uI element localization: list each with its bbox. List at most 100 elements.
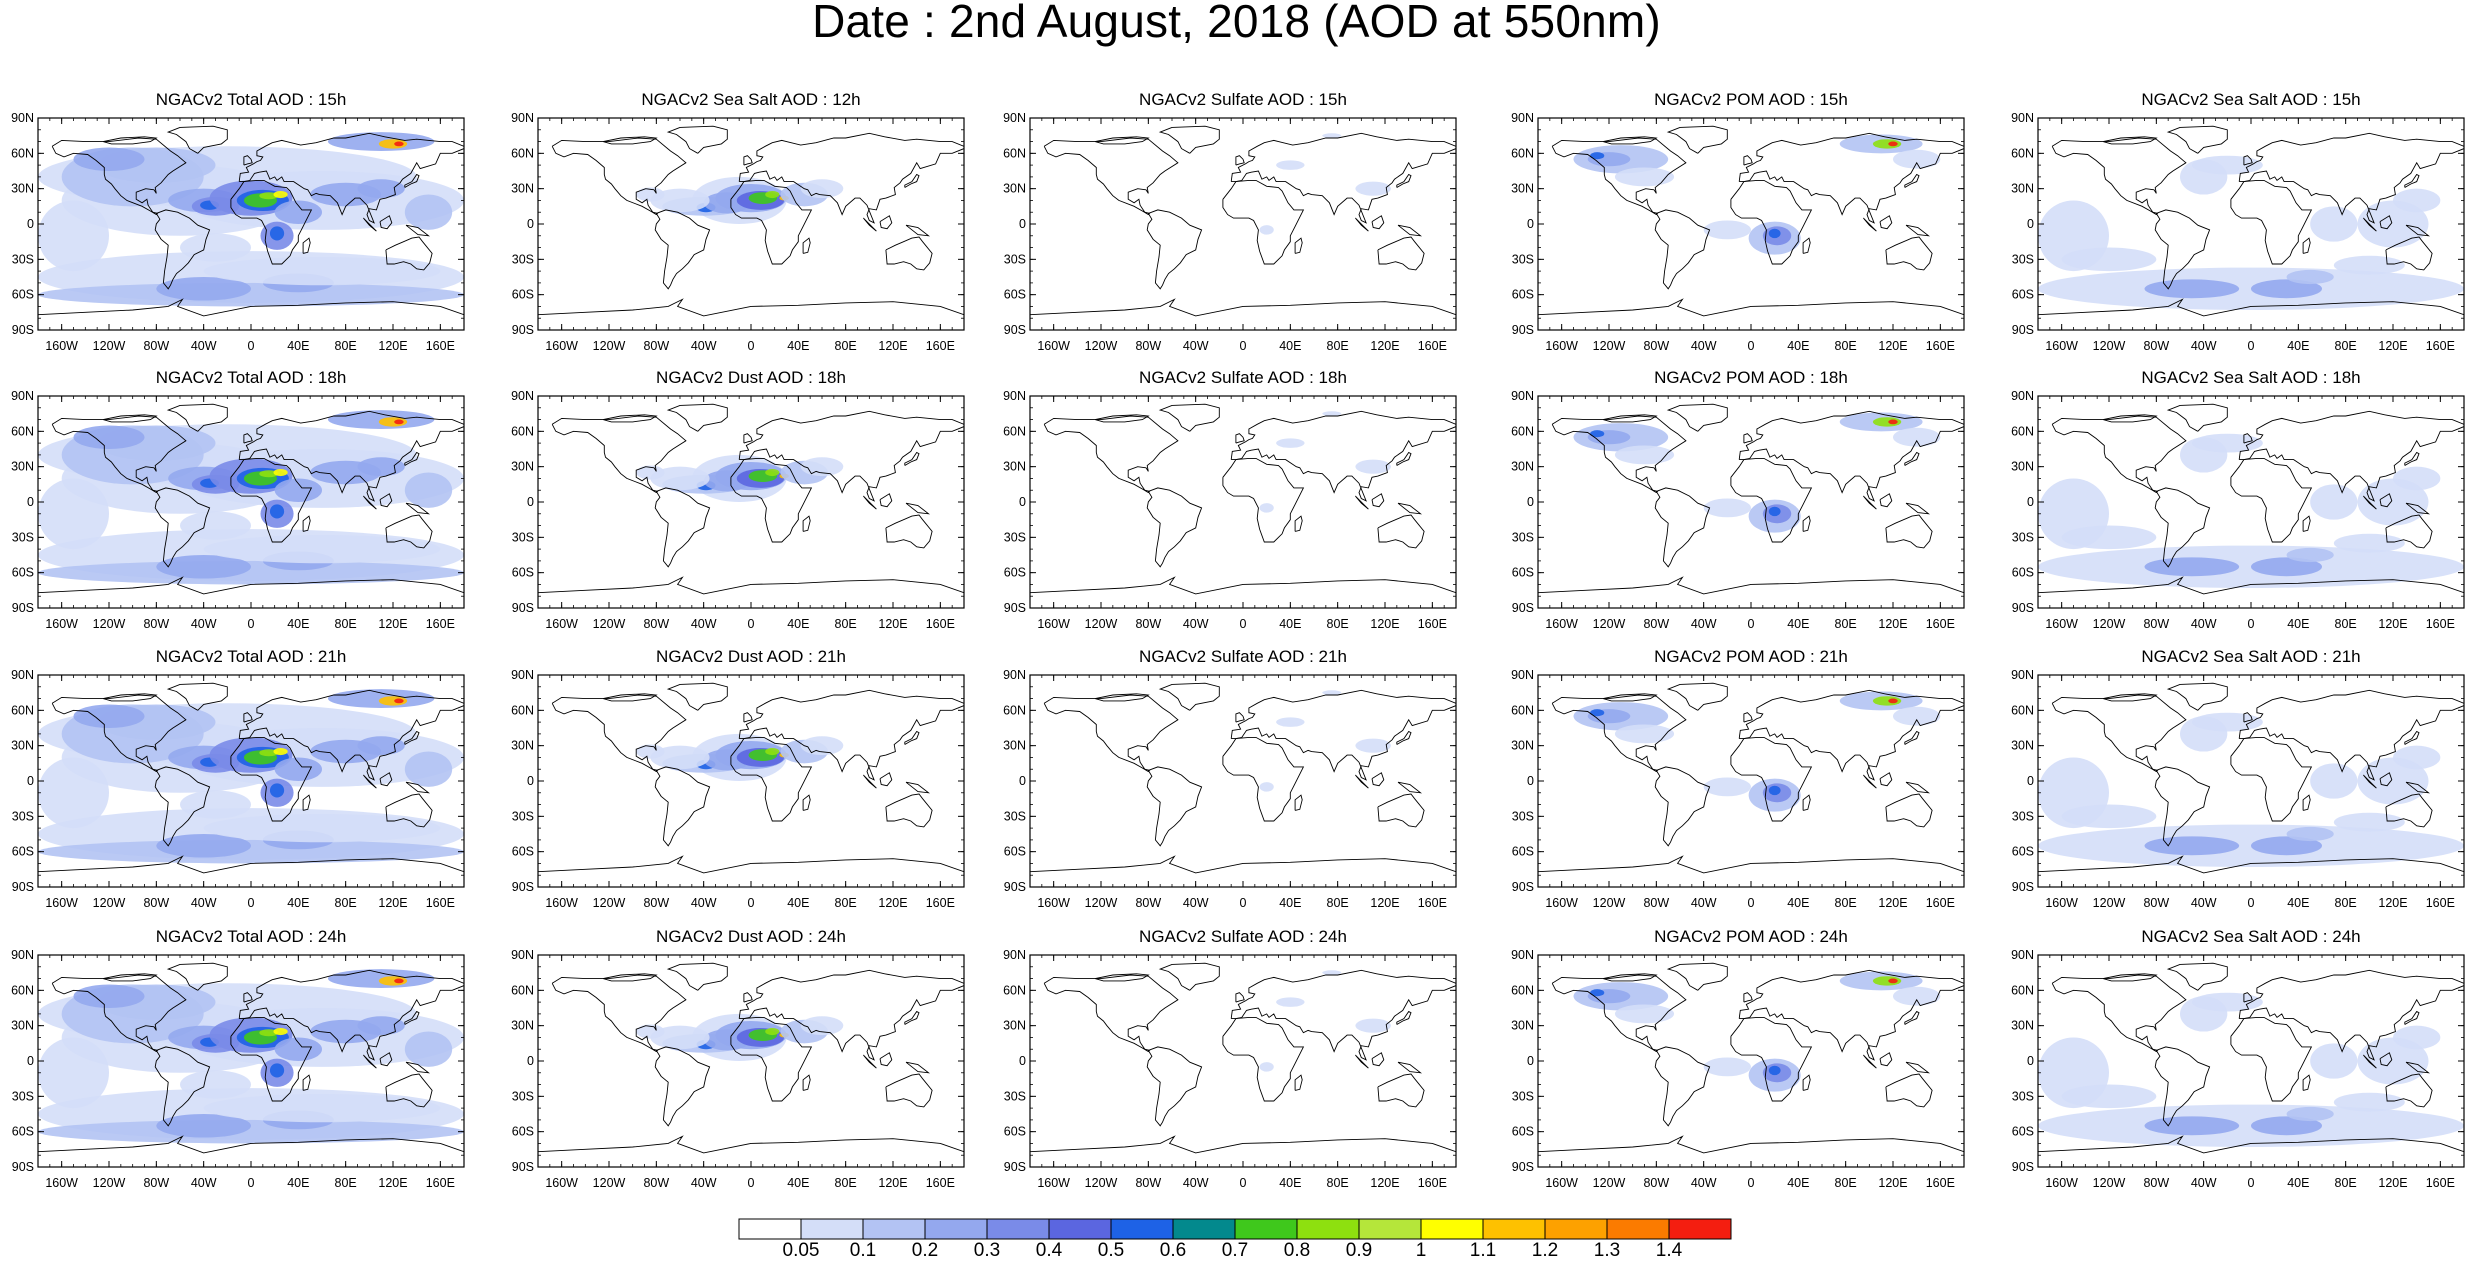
map-plot: 90N 60N 30N 0 30S 60S 90S 160W 120W 80W 40W 0 40E 80E…	[2011, 111, 2465, 353]
aod-patch	[2180, 159, 2228, 195]
lon-label: 0	[748, 617, 755, 631]
coastline	[1043, 694, 1179, 773]
lon-label: 120W	[93, 617, 126, 631]
colorbar-swatch	[1296, 1218, 1360, 1240]
coastline	[302, 515, 311, 532]
lon-label: 120E	[2378, 617, 2407, 631]
aod-patch	[1872, 139, 1902, 149]
aod-patch	[274, 1037, 323, 1061]
lon-label: 0	[1748, 896, 1755, 910]
lat-label: 90S	[2012, 880, 2034, 894]
coastline	[1885, 1073, 1933, 1108]
coastline	[379, 772, 393, 787]
coastline	[2154, 209, 2211, 290]
coastline	[404, 173, 420, 188]
coastline	[1904, 730, 1920, 745]
coastline	[1294, 794, 1303, 811]
coastline	[1043, 974, 1179, 1053]
coastline	[1377, 793, 1425, 828]
coastline	[2243, 712, 2253, 723]
coastline	[166, 403, 228, 432]
coastline	[2051, 137, 2187, 216]
lon-label: 40E	[2287, 896, 2309, 910]
lon-label: 40W	[691, 339, 717, 353]
aod-patch	[800, 457, 844, 477]
aod-field	[2038, 962, 2464, 1154]
lat-label: 30N	[511, 1019, 534, 1033]
colorbar-label: 0.7	[1222, 1240, 1248, 1258]
lat-label: 60S	[1004, 288, 1026, 302]
map-plot: 90N 60N 30N 0 30S 60S 90S 160W 120W 80W 40W 0 40E 80E…	[511, 111, 965, 353]
lon-label: 120W	[1085, 896, 1118, 910]
aod-patch	[1893, 149, 1941, 169]
lon-label: 120E	[378, 896, 407, 910]
lon-label: 40W	[1691, 896, 1717, 910]
lat-label: 30S	[512, 809, 534, 823]
lon-label: 40W	[191, 1176, 217, 1190]
coastline	[1030, 298, 1456, 317]
lon-label: 80E	[2335, 339, 2357, 353]
lon-label: 80E	[835, 339, 857, 353]
coastline	[385, 236, 433, 271]
coastline	[1371, 215, 1385, 230]
lat-label: 30N	[1511, 1019, 1534, 1033]
coastline	[730, 736, 813, 822]
lat-label: 60N	[511, 983, 534, 997]
aod-patch	[1276, 438, 1305, 448]
lon-label: 40W	[1691, 1176, 1717, 1190]
lon-label: 80E	[835, 617, 857, 631]
lon-label: 0	[2248, 896, 2255, 910]
lon-label: 0	[748, 896, 755, 910]
colorbar-swatch	[1172, 1218, 1236, 1240]
lon-label: 160E	[2426, 339, 2455, 353]
map-plot: 90N 60N 30N 0 30S 60S 90S 160W 120W 80W 40W 0 40E 80E…	[1003, 948, 1457, 1190]
lon-label: 160W	[45, 1176, 78, 1190]
lon-label: 0	[2248, 339, 2255, 353]
lon-label: 80E	[1327, 1176, 1349, 1190]
lon-label: 120W	[2093, 1176, 2126, 1190]
lon-label: 120E	[1878, 339, 1907, 353]
lat-label: 90S	[512, 601, 534, 615]
coastline	[666, 682, 728, 711]
coastline	[738, 969, 964, 1061]
lat-label: 60S	[1512, 845, 1534, 859]
coastline	[1863, 774, 1877, 789]
lon-label: 120E	[878, 339, 907, 353]
aod-patch	[2251, 279, 2322, 299]
coastline	[1146, 487, 1203, 568]
lon-label: 160W	[2045, 896, 2078, 910]
lat-label: 90S	[12, 323, 34, 337]
aod-patch	[1259, 225, 1274, 235]
coastline	[666, 125, 728, 154]
coastline	[1863, 495, 1877, 510]
lat-label: 90S	[1512, 1160, 1534, 1174]
lon-label: 120E	[378, 339, 407, 353]
coastline	[1905, 224, 1931, 237]
coastline	[2243, 155, 2253, 166]
lat-label: 0	[1019, 217, 1026, 231]
map-frame	[1029, 117, 1457, 331]
aod-patch	[73, 984, 145, 1008]
lat-label: 90S	[1004, 880, 1026, 894]
coastline	[1730, 1016, 1813, 1102]
lon-label: 80W	[1643, 339, 1669, 353]
lat-label: 30N	[1003, 739, 1026, 753]
lat-label: 60S	[2012, 1125, 2034, 1139]
panel-title: NGACv2 Sulfate AOD : 24h	[1139, 927, 1347, 946]
lon-label: 40E	[787, 896, 809, 910]
lat-label: 30N	[11, 739, 34, 753]
lon-label: 80E	[1835, 1176, 1857, 1190]
lat-label: 90N	[1511, 389, 1534, 403]
coastline	[1743, 433, 1753, 444]
lon-label: 0	[248, 617, 255, 631]
aod-patch	[1768, 506, 1781, 517]
lat-label: 0	[1527, 217, 1534, 231]
aod-patch	[1355, 738, 1391, 753]
lon-label: 0	[748, 1176, 755, 1190]
aod-field	[38, 962, 464, 1154]
lat-label: 30S	[512, 530, 534, 544]
coastline	[51, 137, 187, 216]
lon-label: 40E	[287, 1176, 309, 1190]
coastline	[905, 781, 931, 794]
coastline	[230, 179, 313, 265]
